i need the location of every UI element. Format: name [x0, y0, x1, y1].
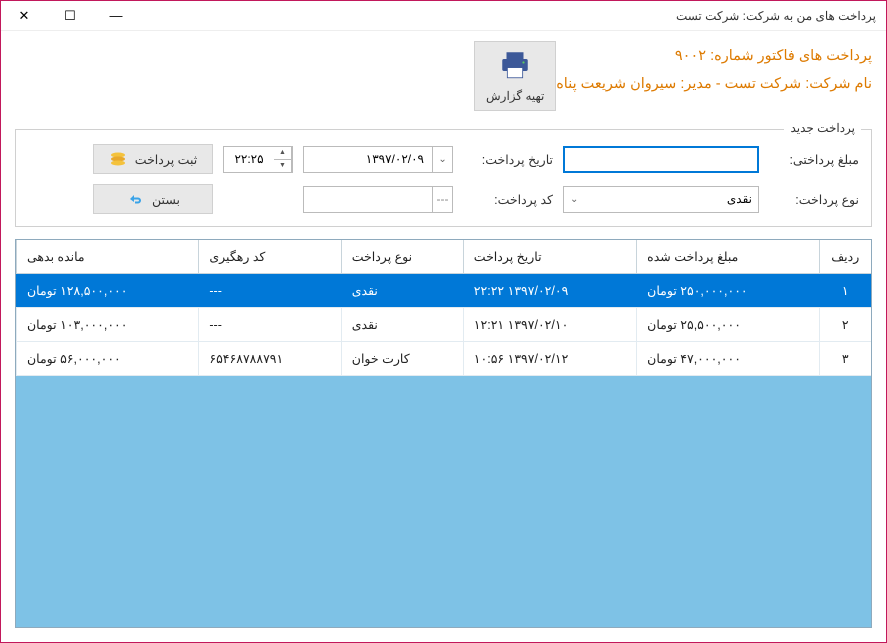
minimize-button[interactable]: ―	[93, 1, 139, 31]
table-empty-area	[16, 376, 871, 627]
table-cell: ۲۵,۵۰۰,۰۰۰ تومان	[637, 308, 819, 342]
amount-input[interactable]	[563, 146, 759, 173]
spin-up-icon[interactable]: ▲	[274, 147, 291, 160]
table-cell: ۳	[819, 342, 871, 376]
table-cell: ۲	[819, 308, 871, 342]
form-row-1: مبلغ پرداختی: تاریخ پرداخت: ⌄ ۱۳۹۷/۰۲/۰۹…	[28, 144, 859, 174]
table-cell: ۱۳۹۷/۰۲/۱۲ ۱۰:۵۶	[463, 342, 636, 376]
table-cell: ---	[199, 274, 341, 308]
table-cell: ۱	[819, 274, 871, 308]
table-cell: کارت خوان	[341, 342, 463, 376]
table-cell: ۱۳۹۷/۰۲/۱۰ ۱۲:۲۱	[463, 308, 636, 342]
printer-icon	[498, 50, 532, 83]
table-cell: ۵۶,۰۰۰,۰۰۰ تومان	[17, 342, 199, 376]
time-input[interactable]: ▲ ▼ ۲۲:۲۵	[223, 146, 293, 173]
chevron-down-icon[interactable]: ⌄	[432, 147, 452, 172]
window: ✕ ☐ ― پرداخت های من به شرکت: شرکت تست پر…	[0, 0, 887, 643]
date-value: ۱۳۹۷/۰۲/۰۹	[304, 152, 432, 166]
payments-table-wrap: ردیف مبلغ پرداخت شده تاریخ پرداخت نوع پر…	[15, 239, 872, 628]
time-spinner[interactable]: ▲ ▼	[274, 147, 292, 172]
invoice-header-line: پرداخت های فاکتور شماره: ۹۰۰۲	[556, 43, 872, 71]
code-label: کد پرداخت:	[463, 192, 553, 207]
table-cell: ۱۳۹۷/۰۲/۰۹ ۲۲:۲۲	[463, 274, 636, 308]
titlebar: ✕ ☐ ― پرداخت های من به شرکت: شرکت تست	[1, 1, 886, 31]
table-cell: ۶۵۴۶۸۷۸۸۷۹۱	[199, 342, 341, 376]
col-index[interactable]: ردیف	[819, 240, 871, 274]
close-button-label: بستن	[152, 192, 180, 207]
close-button[interactable]: ✕	[1, 1, 47, 31]
payment-type-value: نقدی	[727, 192, 752, 206]
table-cell: ۴۷,۰۰۰,۰۰۰ تومان	[637, 342, 819, 376]
chevron-down-icon: ⌄	[570, 194, 578, 205]
date-input[interactable]: ⌄ ۱۳۹۷/۰۲/۰۹	[303, 146, 453, 173]
payment-code-input[interactable]: ---	[303, 186, 453, 213]
time-value: ۲۲:۲۵	[224, 152, 274, 166]
form-row-2: نوع پرداخت: نقدی ⌄ کد پرداخت: --- بستن	[28, 184, 859, 214]
save-payment-label: ثبت پرداخت	[135, 152, 197, 167]
amount-label: مبلغ پرداختی:	[769, 152, 859, 167]
table-cell: ۱۰۳,۰۰۰,۰۰۰ تومان	[17, 308, 199, 342]
col-code[interactable]: کد رهگیری	[199, 240, 341, 274]
coins-icon	[109, 150, 127, 168]
col-amount[interactable]: مبلغ پرداخت شده	[637, 240, 819, 274]
window-controls: ✕ ☐ ―	[1, 1, 139, 31]
report-button-label: تهیه گزارش	[486, 89, 544, 103]
payment-type-select[interactable]: نقدی ⌄	[563, 186, 759, 213]
table-header-row: ردیف مبلغ پرداخت شده تاریخ پرداخت نوع پر…	[17, 240, 872, 274]
table-cell: ۱۲۸,۵۰۰,۰۰۰ تومان	[17, 274, 199, 308]
company-header-line: نام شرکت: شرکت تست - مدیر: سیروان شریعت …	[556, 71, 872, 99]
spin-down-icon[interactable]: ▼	[274, 160, 291, 172]
table-cell: ---	[199, 308, 341, 342]
header-text: پرداخت های فاکتور شماره: ۹۰۰۲ نام شرکت: …	[556, 41, 872, 98]
table-cell: نقدی	[341, 274, 463, 308]
table-cell: ۲۵۰,۰۰۰,۰۰۰ تومان	[637, 274, 819, 308]
type-label: نوع پرداخت:	[769, 192, 859, 207]
col-remain[interactable]: مانده بدهی	[17, 240, 199, 274]
window-title: پرداخت های من به شرکت: شرکت تست	[666, 9, 886, 23]
maximize-button[interactable]: ☐	[47, 1, 93, 31]
report-button[interactable]: تهیه گزارش	[474, 41, 556, 111]
content-area: پرداخت های فاکتور شماره: ۹۰۰۲ نام شرکت: …	[1, 31, 886, 642]
new-payment-groupbox: مبلغ پرداختی: تاریخ پرداخت: ⌄ ۱۳۹۷/۰۲/۰۹…	[15, 129, 872, 227]
table-row[interactable]: ۳۴۷,۰۰۰,۰۰۰ تومان۱۳۹۷/۰۲/۱۲ ۱۰:۵۶کارت خو…	[17, 342, 872, 376]
col-type[interactable]: نوع پرداخت	[341, 240, 463, 274]
payments-table: ردیف مبلغ پرداخت شده تاریخ پرداخت نوع پر…	[16, 240, 871, 376]
dash-icon: ---	[432, 187, 452, 212]
table-cell: نقدی	[341, 308, 463, 342]
table-row[interactable]: ۲۲۵,۵۰۰,۰۰۰ تومان۱۳۹۷/۰۲/۱۰ ۱۲:۲۱نقدی---…	[17, 308, 872, 342]
date-label: تاریخ پرداخت:	[463, 152, 553, 167]
close-button-action[interactable]: بستن	[93, 184, 213, 214]
top-row: پرداخت های فاکتور شماره: ۹۰۰۲ نام شرکت: …	[15, 41, 872, 111]
col-date[interactable]: تاریخ پرداخت	[463, 240, 636, 274]
table-row[interactable]: ۱۲۵۰,۰۰۰,۰۰۰ تومان۱۳۹۷/۰۲/۰۹ ۲۲:۲۲نقدی--…	[17, 274, 872, 308]
save-payment-button[interactable]: ثبت پرداخت	[93, 144, 213, 174]
undo-icon	[126, 190, 144, 208]
